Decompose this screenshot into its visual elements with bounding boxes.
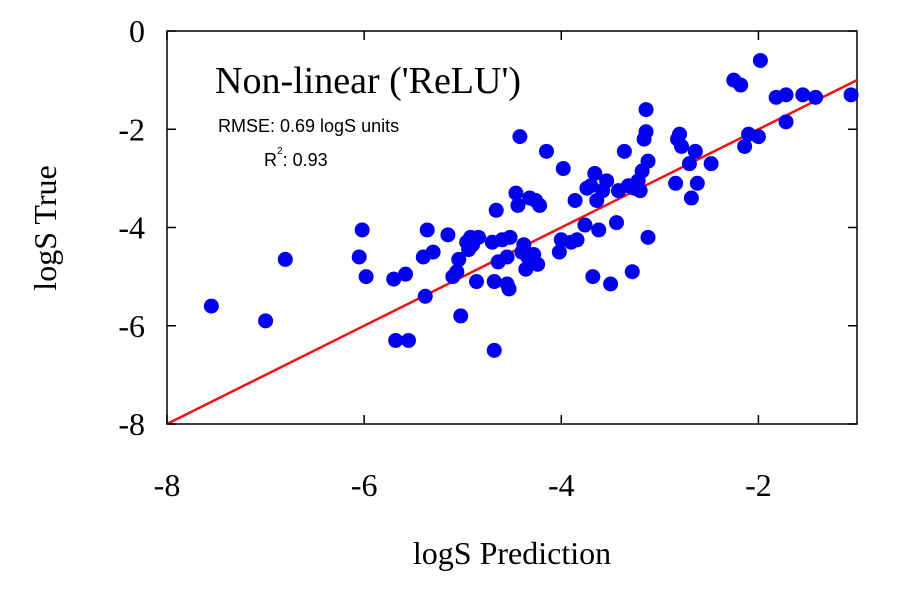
data-point xyxy=(486,342,502,358)
data-point xyxy=(203,298,219,314)
data-point xyxy=(530,256,546,272)
data-point xyxy=(689,175,705,191)
data-point xyxy=(388,332,404,348)
data-point xyxy=(624,264,640,280)
y-axis-ticks: 0 -2 -4 -6 -8 xyxy=(118,13,857,442)
y-axis-label: logS True xyxy=(27,165,63,290)
rmse-annotation: RMSE: 0.69 logS units xyxy=(218,116,399,136)
data-point xyxy=(672,126,688,142)
data-point xyxy=(603,276,619,292)
data-point xyxy=(354,222,370,238)
data-point xyxy=(640,229,656,245)
data-point xyxy=(501,281,517,297)
y-tick-label: -6 xyxy=(118,308,145,344)
data-point xyxy=(386,271,402,287)
data-point xyxy=(778,87,794,103)
y-tick-label: -4 xyxy=(118,210,145,246)
data-point xyxy=(502,229,518,245)
data-point xyxy=(510,197,526,213)
x-axis-ticks: -8 -6 -4 -2 xyxy=(154,31,772,503)
data-point xyxy=(539,143,554,159)
data-point xyxy=(778,114,794,130)
data-point xyxy=(486,274,502,290)
data-point xyxy=(591,222,607,238)
data-point xyxy=(425,244,441,260)
data-point xyxy=(488,202,504,218)
data-point xyxy=(449,264,465,280)
data-point xyxy=(569,232,585,248)
r2-value: : 0.93 xyxy=(283,150,328,170)
data-point xyxy=(351,249,367,265)
data-point xyxy=(599,173,615,189)
data-point xyxy=(585,269,601,285)
data-point xyxy=(583,178,599,194)
data-point xyxy=(516,237,532,253)
data-point xyxy=(587,165,603,181)
data-point xyxy=(737,138,753,154)
x-tick-label: -6 xyxy=(351,467,378,503)
data-points xyxy=(203,52,859,358)
data-point xyxy=(733,77,749,93)
data-point xyxy=(752,52,768,68)
r2-annotation: R2: 0.93 xyxy=(264,146,328,170)
x-tick-label: -4 xyxy=(548,467,575,503)
data-point xyxy=(398,266,414,282)
data-point xyxy=(470,229,486,245)
data-point xyxy=(512,129,528,145)
x-tick-label: -8 xyxy=(154,467,181,503)
data-point xyxy=(632,183,648,199)
data-point xyxy=(277,251,293,267)
data-point xyxy=(681,156,697,172)
data-point xyxy=(608,215,624,231)
data-point xyxy=(419,222,435,238)
data-point xyxy=(674,138,690,154)
data-point xyxy=(577,217,593,233)
data-point xyxy=(750,129,766,145)
data-point xyxy=(638,124,654,140)
data-point xyxy=(616,143,632,159)
data-point xyxy=(687,143,703,159)
data-point xyxy=(567,192,583,208)
x-axis-label: logS Prediction xyxy=(413,535,611,571)
x-tick-label: -2 xyxy=(745,467,772,503)
data-point xyxy=(532,197,548,213)
r2-label: R xyxy=(264,150,277,170)
data-point xyxy=(417,288,433,304)
data-point xyxy=(440,227,456,243)
r2-superscript: 2 xyxy=(277,146,283,157)
data-point xyxy=(843,87,859,103)
chart-title: Non-linear ('ReLU') xyxy=(215,60,521,102)
data-point xyxy=(469,274,485,290)
y-tick-label: -8 xyxy=(118,406,145,442)
data-point xyxy=(258,313,274,329)
data-point xyxy=(358,269,374,285)
data-point xyxy=(683,190,699,206)
data-point xyxy=(508,185,524,201)
data-point xyxy=(453,308,469,324)
data-point xyxy=(795,87,811,103)
data-point xyxy=(668,175,684,191)
y-tick-label: -2 xyxy=(118,111,145,147)
data-point xyxy=(451,251,467,267)
y-tick-label: 0 xyxy=(129,13,145,49)
data-point xyxy=(551,244,567,260)
data-point xyxy=(638,102,654,118)
data-point xyxy=(555,161,571,177)
data-point xyxy=(640,153,656,169)
data-point xyxy=(401,332,416,348)
data-point xyxy=(808,89,824,105)
data-point xyxy=(499,249,515,265)
data-point xyxy=(703,156,719,172)
